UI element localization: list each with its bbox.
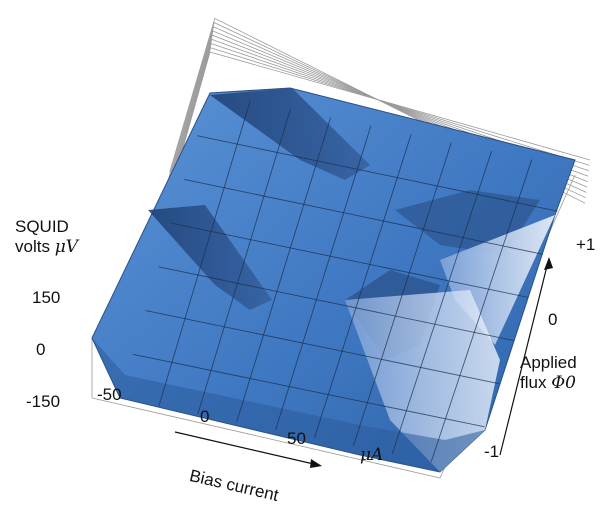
- y-tick-label: 0: [548, 310, 557, 329]
- z-tick-label: -150: [26, 392, 60, 411]
- surface-grid: [132, 100, 558, 463]
- grid-line-bias: [391, 150, 492, 455]
- surface-front-edge: [92, 338, 485, 472]
- surface-ridge-top: [210, 88, 370, 180]
- z-axis-title-line1: SQUID: [15, 217, 69, 236]
- flux-arrow: [499, 261, 549, 456]
- y-axis-title-line2: flux Φ0: [520, 373, 577, 393]
- grid-line-bias: [275, 125, 372, 431]
- grid-line-flux: [158, 266, 514, 342]
- axis-arrows: [174, 257, 553, 468]
- y-axis-title-text: flux: [520, 373, 552, 392]
- x-tick-label: -50: [97, 385, 122, 404]
- grid-line-flux: [171, 222, 529, 298]
- x-tick-label: 50: [287, 429, 306, 448]
- grid-line-bias: [158, 100, 251, 407]
- z-tick-label: 150: [32, 288, 60, 307]
- x-axis-unit: μA: [360, 445, 384, 465]
- grid-line-bias: [430, 159, 533, 463]
- z-axis-title: SQUID volts μV: [15, 217, 78, 257]
- surface-trough-low: [345, 290, 500, 472]
- box-line: [163, 38, 589, 209]
- y-axis-unit: Φ0: [551, 373, 576, 393]
- grid-line-flux: [197, 135, 558, 212]
- grid-line-flux: [145, 310, 500, 385]
- x-tick-label: 0: [200, 407, 209, 426]
- z-axis-unit: μV: [54, 237, 79, 257]
- y-axis-title: Applied flux Φ0: [520, 353, 577, 393]
- bias-arrow-head: [310, 459, 322, 468]
- grid-line-bias: [352, 142, 452, 447]
- z-axis-title-text: volts: [15, 237, 55, 256]
- y-tick-label: -1: [484, 442, 499, 461]
- grid-line-flux: [132, 353, 485, 428]
- y-tick-label: +1: [576, 235, 595, 254]
- flux-arrow-head: [544, 257, 553, 270]
- box-line: [91, 397, 441, 479]
- bias-arrow: [174, 431, 319, 466]
- y-axis-title-line1: Applied: [520, 353, 577, 372]
- z-axis-title-line2: volts μV: [15, 237, 78, 257]
- z-tick-label: 0: [36, 340, 45, 359]
- grid-line-bias: [236, 117, 332, 423]
- grid-line-flux: [184, 178, 543, 255]
- grid-line-bias: [314, 134, 412, 439]
- grid-line-bias: [197, 108, 291, 415]
- tick-labels: 150 0 -150 -50 0 50 +1 0 -1: [26, 235, 595, 461]
